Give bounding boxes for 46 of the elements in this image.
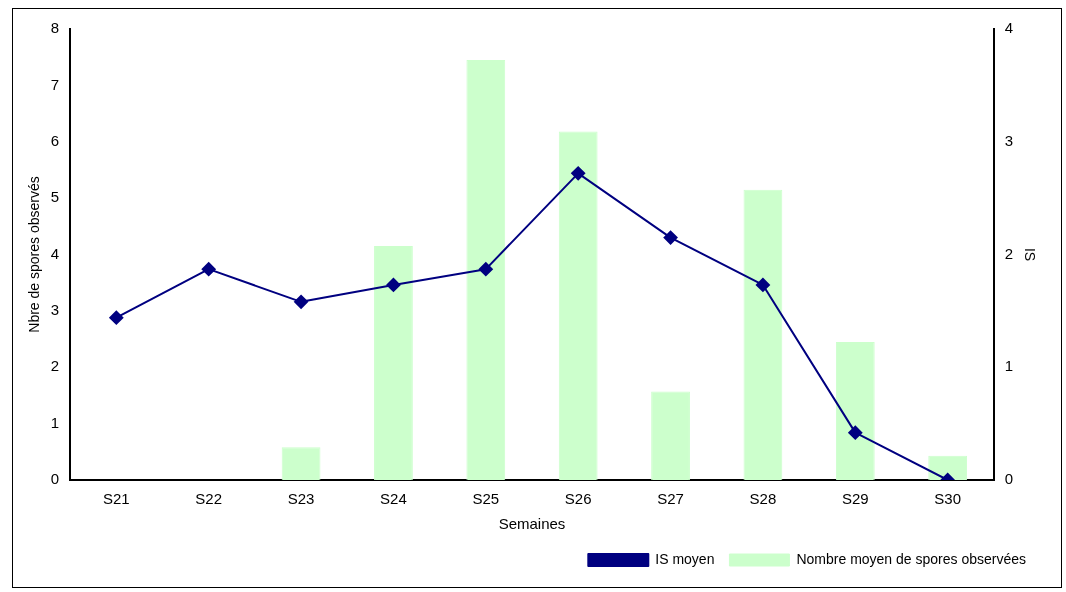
x-axis-title: Semaines <box>498 515 566 533</box>
bar <box>928 455 968 480</box>
x-tick-label: S30 <box>934 490 962 508</box>
y2-axis-title: IS <box>1021 247 1038 262</box>
bar <box>651 391 690 480</box>
y-tick-label: 3 <box>50 301 60 319</box>
bar <box>281 447 321 480</box>
y-axis-title: Nbre de spores observés <box>26 176 43 333</box>
point <box>755 277 770 292</box>
point <box>571 166 586 181</box>
y2-tick-label: 3 <box>1004 131 1014 149</box>
y-tick-label: 1 <box>50 413 60 431</box>
x-tick-label: S28 <box>749 490 777 508</box>
y2-tick-label: 2 <box>1004 244 1014 262</box>
y-tick-label: 4 <box>50 244 60 262</box>
y-tick-label: 8 <box>50 19 60 37</box>
legend-label: Nombre moyen de spores observées <box>796 550 1026 567</box>
point <box>294 294 309 309</box>
point <box>109 310 124 325</box>
y2-tick-label: 1 <box>1004 357 1014 375</box>
bar <box>743 189 783 480</box>
y-tick-label: 0 <box>50 470 60 488</box>
bar <box>374 246 413 480</box>
x-tick-label: S21 <box>102 490 130 508</box>
x-tick-label: S23 <box>287 490 315 508</box>
x-tick-label: S25 <box>472 490 500 508</box>
x-tick-label: S26 <box>564 490 592 508</box>
x-tick-label: S27 <box>657 490 684 508</box>
bar <box>466 60 506 480</box>
bar <box>558 131 598 480</box>
point <box>663 230 678 245</box>
y2-tick-label: 0 <box>1004 470 1014 488</box>
bar <box>835 341 875 480</box>
x-tick-label: S24 <box>380 490 407 508</box>
y-tick-label: 7 <box>50 75 60 93</box>
point <box>478 262 493 277</box>
legend-label: IS moyen <box>655 550 715 567</box>
y-tick-label: 5 <box>50 188 60 206</box>
x-tick-label: S22 <box>195 490 223 508</box>
y-tick-label: 2 <box>50 357 60 375</box>
y-tick-label: 6 <box>50 131 60 149</box>
point <box>386 277 401 292</box>
y2-tick-label: 4 <box>1004 19 1014 37</box>
x-tick-label: S29 <box>841 490 869 508</box>
point <box>201 262 216 277</box>
point <box>848 425 863 440</box>
